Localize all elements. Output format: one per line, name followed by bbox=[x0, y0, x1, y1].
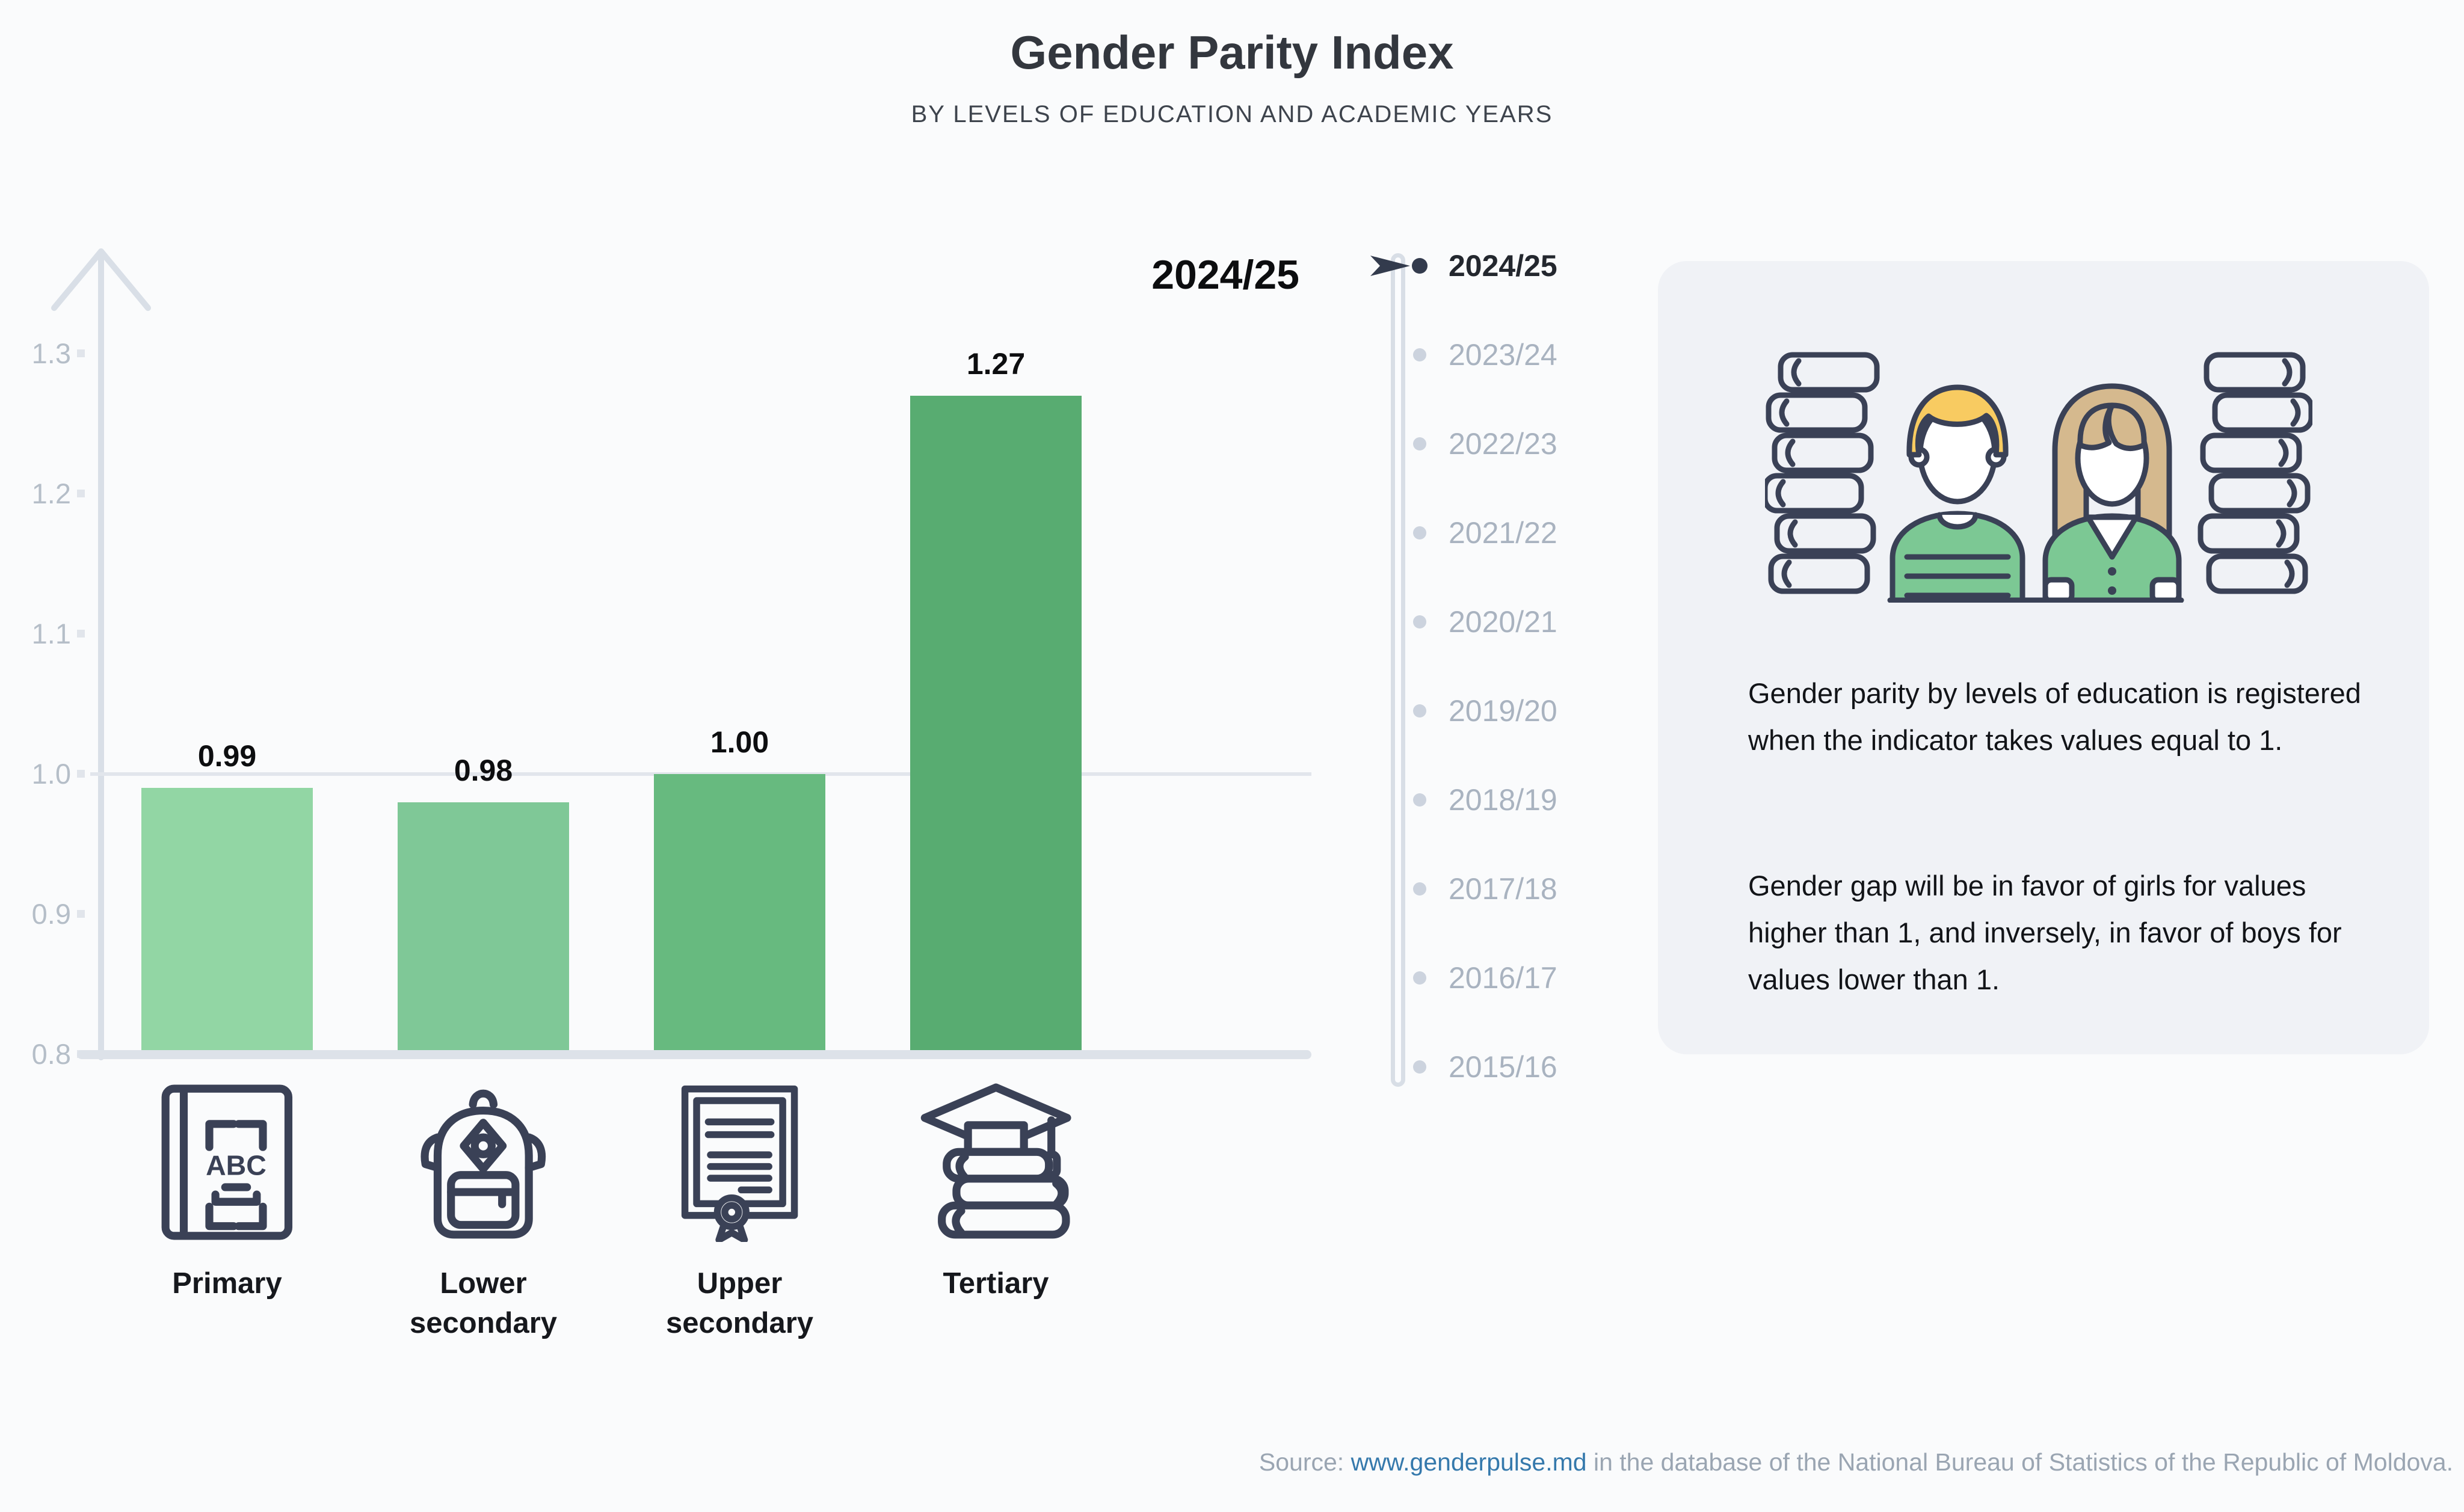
category-label: Tertiary bbox=[943, 1267, 1049, 1300]
bar-lower-secondary[interactable] bbox=[398, 802, 569, 1054]
timeline-year-2024-25[interactable]: 2024/25 bbox=[1449, 249, 1557, 283]
bar-value-primary: 0.99 bbox=[197, 739, 257, 773]
timeline-year-2015-16[interactable]: 2015/16 bbox=[1449, 1050, 1557, 1084]
timeline-dot-2015-16[interactable] bbox=[1413, 1060, 1426, 1074]
category-lower-secondary: Lower secondary bbox=[398, 1083, 569, 1343]
y-tick-mark bbox=[77, 490, 85, 497]
timeline-dot-2017-18[interactable] bbox=[1413, 882, 1426, 896]
source-prefix: Source: bbox=[1258, 1448, 1351, 1476]
timeline-cursor-icon bbox=[1370, 256, 1410, 276]
abc-book-icon: ABC bbox=[161, 1084, 293, 1240]
certificate-icon bbox=[681, 1085, 798, 1242]
category-tertiary: Tertiary bbox=[910, 1083, 1082, 1303]
timeline-dot-2016-17[interactable] bbox=[1413, 971, 1426, 985]
boy-figure bbox=[1890, 384, 2025, 603]
page-subtitle: BY LEVELS OF EDUCATION AND ACADEMIC YEAR… bbox=[911, 101, 1553, 128]
y-tick-label: 0.9 bbox=[31, 898, 71, 930]
books-graduation-cap-icon bbox=[920, 1083, 1071, 1239]
bar-value-tertiary: 1.27 bbox=[966, 346, 1026, 381]
timeline-dot-2021-22[interactable] bbox=[1413, 526, 1426, 539]
page-title: Gender Parity Index bbox=[1010, 26, 1454, 79]
selected-year-label: 2024/25 bbox=[1151, 252, 1299, 298]
info-card: Gender parity by levels of education is … bbox=[1658, 261, 2429, 1054]
timeline-year-2021-22[interactable]: 2021/22 bbox=[1449, 516, 1557, 550]
timeline-year-2019-20[interactable]: 2019/20 bbox=[1449, 694, 1557, 728]
timeline-dot-2019-20[interactable] bbox=[1413, 704, 1426, 718]
info-paragraph-1: Gender parity by levels of education is … bbox=[1748, 677, 2361, 756]
book-stack-right bbox=[2198, 352, 2312, 594]
y-tick-label: 1.1 bbox=[31, 618, 71, 650]
svg-text:ABC: ABC bbox=[206, 1150, 266, 1181]
bar-value-upper-secondary: 1.00 bbox=[710, 725, 769, 759]
backpack-icon bbox=[420, 1089, 546, 1239]
students-and-books-illustration bbox=[1765, 352, 2312, 603]
book-stack-left bbox=[1765, 352, 1880, 594]
source-link[interactable]: www.genderpulse.md bbox=[1351, 1448, 1587, 1476]
timeline-dot-2024-25[interactable] bbox=[1412, 258, 1428, 274]
source-suffix: in the database of the National Bureau o… bbox=[1586, 1448, 2453, 1476]
y-tick-mark bbox=[77, 349, 85, 357]
timeline-dot-2018-19[interactable] bbox=[1413, 793, 1426, 807]
info-paragraph-2: Gender gap will be in favor of girls for… bbox=[1748, 870, 2342, 995]
timeline-dot-2023-24[interactable] bbox=[1413, 348, 1426, 361]
y-tick-mark bbox=[77, 910, 85, 918]
y-tick-mark bbox=[77, 630, 85, 638]
timeline-dot-2022-23[interactable] bbox=[1413, 437, 1426, 450]
timeline-year-2023-24[interactable]: 2023/24 bbox=[1449, 338, 1557, 372]
y-tick-label: 1.2 bbox=[31, 478, 71, 509]
bar-primary[interactable] bbox=[141, 788, 313, 1054]
category-upper-secondary: Upper secondary bbox=[654, 1083, 825, 1343]
category-label: Upper secondary bbox=[665, 1267, 814, 1339]
bar-tertiary[interactable] bbox=[910, 395, 1082, 1054]
timeline-year-2022-23[interactable]: 2022/23 bbox=[1449, 427, 1557, 461]
timeline-year-2018-19[interactable]: 2018/19 bbox=[1449, 783, 1557, 817]
girl-figure bbox=[2042, 383, 2182, 603]
y-tick-mark bbox=[77, 770, 85, 778]
source-line: Source: www.genderpulse.md in the databa… bbox=[1259, 1448, 2453, 1477]
timeline-dot-2020-21[interactable] bbox=[1413, 615, 1426, 628]
y-tick-label: 1.0 bbox=[31, 758, 71, 790]
timeline-track bbox=[1391, 253, 1405, 1087]
category-label: Lower secondary bbox=[409, 1267, 558, 1339]
y-axis-arrow bbox=[51, 248, 151, 1060]
y-tick-label: 0.8 bbox=[31, 1038, 71, 1070]
y-tick-label: 1.3 bbox=[31, 337, 71, 369]
timeline-year-2016-17[interactable]: 2016/17 bbox=[1449, 961, 1557, 995]
bar-value-lower-secondary: 0.98 bbox=[454, 753, 513, 787]
timeline-year-2020-21[interactable]: 2020/21 bbox=[1449, 605, 1557, 639]
x-axis-baseline bbox=[77, 1050, 1311, 1059]
category-primary: ABC Primary bbox=[141, 1083, 313, 1303]
bar-upper-secondary[interactable] bbox=[654, 774, 825, 1054]
category-label: Primary bbox=[172, 1267, 282, 1300]
timeline-year-2017-18[interactable]: 2017/18 bbox=[1449, 872, 1557, 906]
